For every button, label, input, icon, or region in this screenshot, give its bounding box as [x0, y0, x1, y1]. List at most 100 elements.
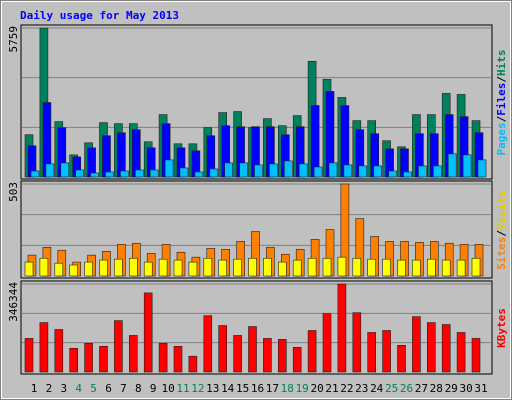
bar [403, 171, 412, 178]
bar [129, 257, 138, 277]
bar [298, 163, 308, 178]
bar [397, 345, 406, 373]
bar [60, 162, 70, 178]
x-tick-label: 31 [474, 382, 487, 395]
bar [39, 322, 49, 373]
bar [24, 338, 34, 373]
bar [188, 355, 198, 373]
x-tick-label: 9 [150, 382, 157, 395]
x-tick-label: 27 [415, 382, 428, 395]
bar [337, 256, 347, 277]
y-tick-label: 5759 [7, 26, 20, 53]
bar [307, 257, 317, 277]
bar [90, 172, 99, 178]
bar [471, 257, 481, 277]
bar [412, 316, 421, 373]
bar [263, 338, 272, 373]
legend-entry: Visits [495, 190, 508, 230]
bar [135, 169, 144, 178]
legend: KBytes [495, 308, 508, 348]
bar [358, 165, 368, 178]
y-tick-label: 503 [7, 182, 20, 202]
legend-entry: Pages [495, 122, 508, 155]
chart-title: Daily usage for May 2013 [20, 9, 179, 22]
legend: Sites/Visits [495, 190, 508, 270]
bar [322, 257, 332, 277]
x-tick-label: 24 [370, 382, 384, 395]
x-tick-label: 28 [430, 382, 443, 395]
bar [441, 324, 451, 373]
x-tick-label: 26 [400, 382, 413, 395]
bar [382, 330, 391, 373]
bar [292, 346, 302, 373]
legend-separator: / [495, 115, 508, 122]
bar [158, 258, 168, 277]
x-tick-label: 7 [120, 382, 127, 395]
x-tick-label: 4 [75, 382, 82, 395]
bar [69, 347, 78, 373]
bar [143, 292, 153, 373]
y-tick-label: 346344 [7, 282, 20, 322]
bar [233, 335, 242, 373]
bar [99, 259, 108, 277]
bar [39, 257, 49, 277]
legend: Pages/Files/Hits [495, 50, 508, 156]
bar [224, 162, 233, 178]
bar [143, 261, 153, 277]
bar [269, 163, 278, 178]
bar [99, 345, 108, 373]
bar [254, 164, 263, 178]
bar [432, 165, 442, 178]
bar [239, 162, 248, 178]
x-tick-label: 22 [340, 382, 353, 395]
bar [426, 322, 436, 373]
bar [277, 339, 287, 373]
bar [248, 326, 257, 373]
bar [54, 262, 64, 277]
bar [352, 257, 362, 277]
bar [462, 154, 472, 178]
bar [283, 160, 293, 178]
bar [209, 168, 219, 178]
bar [456, 332, 466, 373]
bar [129, 335, 138, 373]
bar [263, 257, 272, 277]
bar [233, 258, 242, 277]
bar [179, 167, 189, 178]
x-tick-label: 6 [105, 382, 112, 395]
x-tick-label: 1 [31, 382, 38, 395]
x-tick-label: 17 [266, 382, 279, 395]
bar [87, 147, 96, 178]
x-tick-label: 3 [60, 382, 67, 395]
bar [397, 259, 406, 277]
bar [412, 259, 421, 277]
bar [69, 264, 78, 277]
bar [313, 166, 323, 178]
bar [194, 171, 204, 178]
bar [164, 159, 174, 178]
bar [173, 345, 183, 373]
bar [277, 261, 287, 277]
bar [382, 258, 391, 277]
bar [120, 170, 129, 178]
bar [75, 169, 84, 178]
bar [337, 283, 347, 373]
bar [310, 105, 320, 178]
bar [105, 171, 114, 178]
bar [418, 165, 427, 178]
bar [447, 153, 457, 178]
x-tick-label: 5 [90, 382, 97, 395]
bar [248, 257, 257, 277]
bar [307, 330, 317, 373]
bar [84, 343, 93, 373]
x-tick-label: 19 [296, 382, 309, 395]
x-tick-label: 12 [191, 382, 204, 395]
bar [203, 257, 213, 277]
bar [441, 259, 451, 277]
x-tick-label: 13 [206, 382, 219, 395]
bar [114, 320, 123, 373]
x-tick-label: 20 [310, 382, 323, 395]
bar [218, 325, 227, 373]
x-tick-label: 15 [236, 382, 249, 395]
